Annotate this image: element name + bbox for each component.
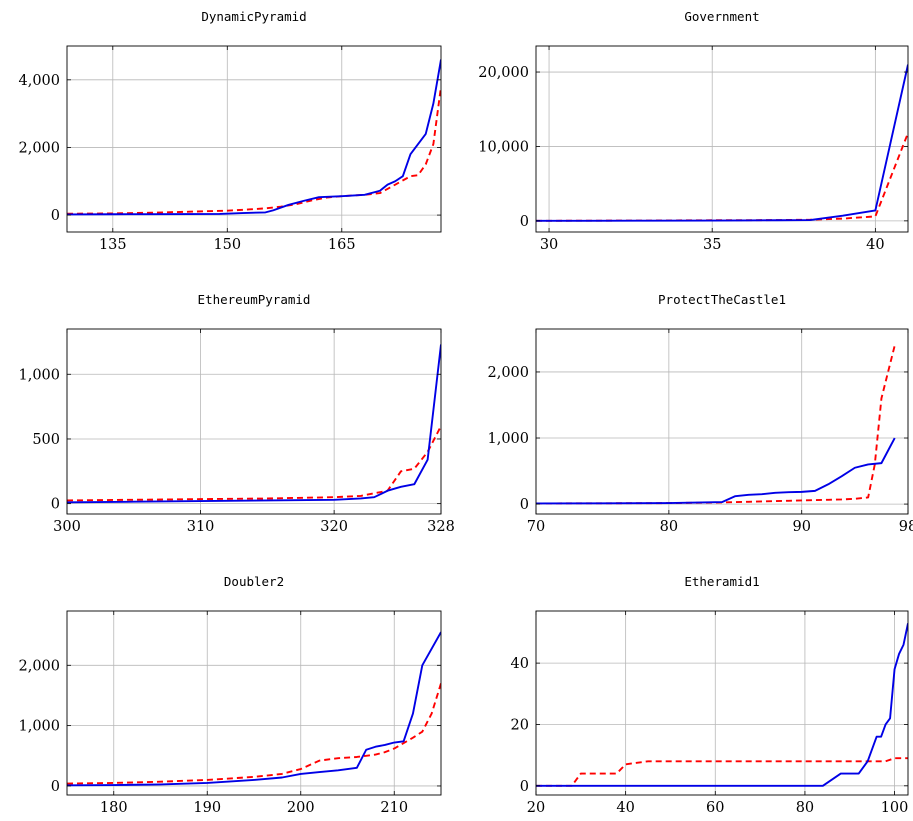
y-tick-label: 2,000: [18, 658, 60, 674]
series-line-blue: [67, 344, 441, 504]
x-tick-label: 80: [796, 800, 814, 816]
plot-frame: [66, 328, 442, 515]
y-tick-label: 0: [51, 497, 60, 513]
chart-panel: Government 30 35 40 0 10,000 20,000: [478, 9, 909, 253]
y-tick-label: 20: [511, 717, 529, 733]
series-line-blue: [536, 623, 908, 787]
x-tick-label: 328: [427, 519, 455, 535]
x-tick-label: 20: [527, 800, 545, 816]
x-tick-label: 300: [53, 519, 81, 535]
y-tick-label: 500: [32, 432, 60, 448]
y-tick-label: 0: [51, 208, 60, 224]
chart-title: Etheramid1: [684, 574, 759, 589]
y-tick-label: 0: [520, 779, 529, 795]
plot-frame: [535, 610, 909, 796]
y-tick-label: 0: [520, 497, 529, 513]
plot-frame: [535, 45, 909, 233]
series-line-blue: [536, 64, 908, 222]
chart-panel: EthereumPyramid 300 310 320 328 0 500 1,000: [18, 292, 454, 535]
x-tick-label: 30: [540, 237, 558, 253]
x-tick-label: 310: [187, 519, 215, 535]
x-tick-label: 150: [213, 237, 241, 253]
chart-title: Doubler2: [224, 574, 284, 589]
x-tick-label: 200: [287, 800, 315, 816]
x-tick-label: 165: [328, 237, 356, 253]
y-tick-label: 0: [51, 779, 60, 795]
y-tick-label: 1,000: [487, 431, 529, 447]
y-tick-label: 2,000: [18, 140, 60, 156]
x-tick-label: 60: [706, 800, 724, 816]
x-tick-label: 70: [527, 519, 545, 535]
series-group: [536, 64, 908, 222]
series-group: [536, 345, 896, 505]
x-tick-label: 90: [792, 519, 810, 535]
chart-title: DynamicPyramid: [201, 9, 306, 24]
chart-panel: Doubler2 180 190 200 210 0 1,000 2,000: [18, 574, 442, 816]
plot-frame: [535, 328, 909, 515]
y-tick-label: 20,000: [478, 65, 529, 81]
chart-panel: DynamicPyramid 135 150 165 0 2,000 4,000: [18, 9, 442, 253]
x-tick-label: 40: [616, 800, 634, 816]
plot-frame: [66, 610, 442, 796]
series-line-red-dashed: [67, 86, 441, 215]
x-tick-label: 180: [100, 800, 128, 816]
x-tick-label: 35: [703, 237, 721, 253]
y-tick-label: 0: [520, 214, 529, 230]
y-tick-label: 2,000: [487, 365, 529, 381]
x-tick-label: 40: [866, 237, 884, 253]
x-tick-label: 210: [380, 800, 408, 816]
series-group: [67, 631, 441, 787]
chart-title: ProtectTheCastle1: [658, 292, 786, 307]
chart-title: Government: [684, 9, 759, 24]
plot-frame: [66, 45, 442, 233]
series-line-blue: [536, 437, 896, 505]
x-tick-label: 80: [660, 519, 678, 535]
series-group: [67, 59, 441, 216]
y-tick-label: 1,000: [18, 719, 60, 735]
x-tick-label: 135: [99, 237, 127, 253]
series-group: [67, 344, 441, 504]
x-tick-label: 190: [193, 800, 221, 816]
chart-panel: Etheramid1 20 40 60 80 100 0 20 40: [511, 574, 909, 816]
y-tick-label: 40: [511, 656, 529, 672]
x-tick-label: 98: [899, 519, 913, 535]
y-tick-label: 10,000: [478, 139, 529, 155]
series-line-red-dashed: [536, 757, 908, 787]
series-line-red-dashed: [536, 345, 896, 505]
chart-panel: ProtectTheCastle1 70 80 90 98 0 1,000 2,000: [487, 292, 913, 535]
x-tick-label: 320: [320, 519, 348, 535]
x-tick-label: 100: [881, 800, 909, 816]
series-line-blue: [67, 59, 441, 216]
series-group: [536, 623, 908, 787]
chart-title: EthereumPyramid: [198, 292, 311, 307]
y-tick-label: 1,000: [18, 367, 60, 383]
series-line-red-dashed: [67, 425, 441, 502]
y-tick-label: 4,000: [18, 73, 60, 89]
series-line-red-dashed: [67, 683, 441, 785]
series-line-blue: [67, 631, 441, 787]
